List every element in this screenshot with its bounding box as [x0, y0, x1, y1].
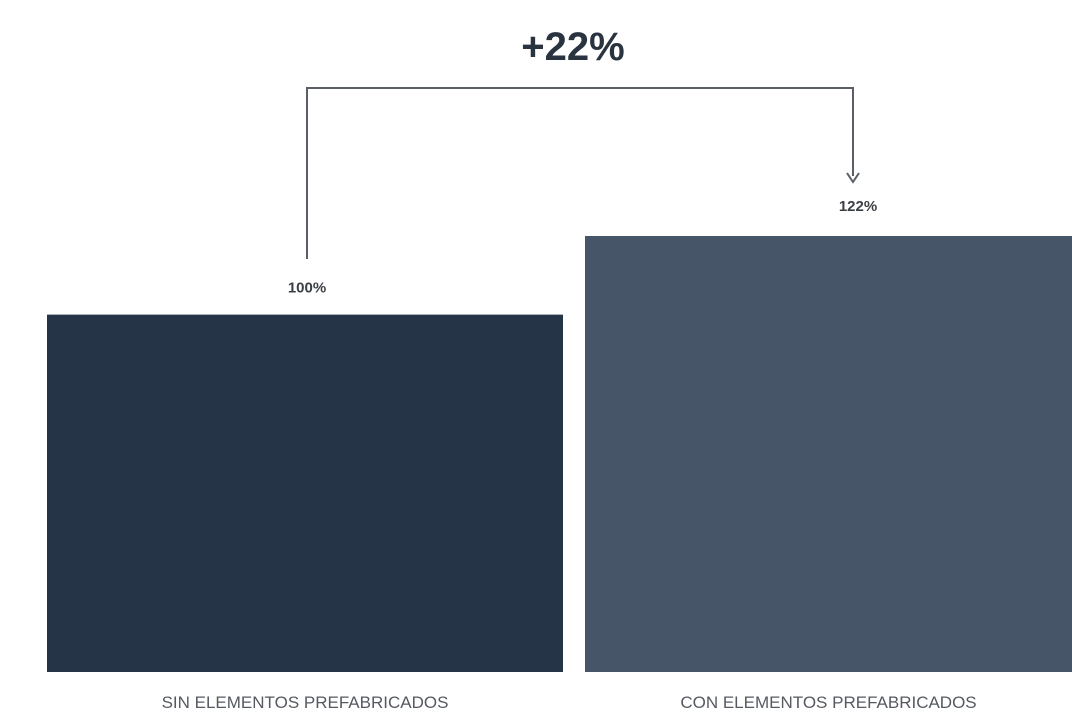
- category-label-2: CON ELEMENTOS PREFABRICADOS: [680, 693, 976, 712]
- value-label-2: 122%: [839, 198, 877, 215]
- value-label-1: 100%: [288, 280, 326, 297]
- arrow-head-icon: [846, 172, 860, 184]
- bar-1: [47, 314, 563, 672]
- bar-2: [585, 236, 1072, 672]
- annotation-layer: +22%: [306, 25, 860, 259]
- bars-layer: [47, 236, 1072, 672]
- category-label-1: SIN ELEMENTOS PREFABRICADOS: [162, 693, 449, 712]
- labels-layer: SIN ELEMENTOS PREFABRICADOS CON ELEMENTOS…: [162, 198, 977, 712]
- difference-annotation: +22%: [521, 25, 624, 69]
- bracket-line: [306, 87, 854, 259]
